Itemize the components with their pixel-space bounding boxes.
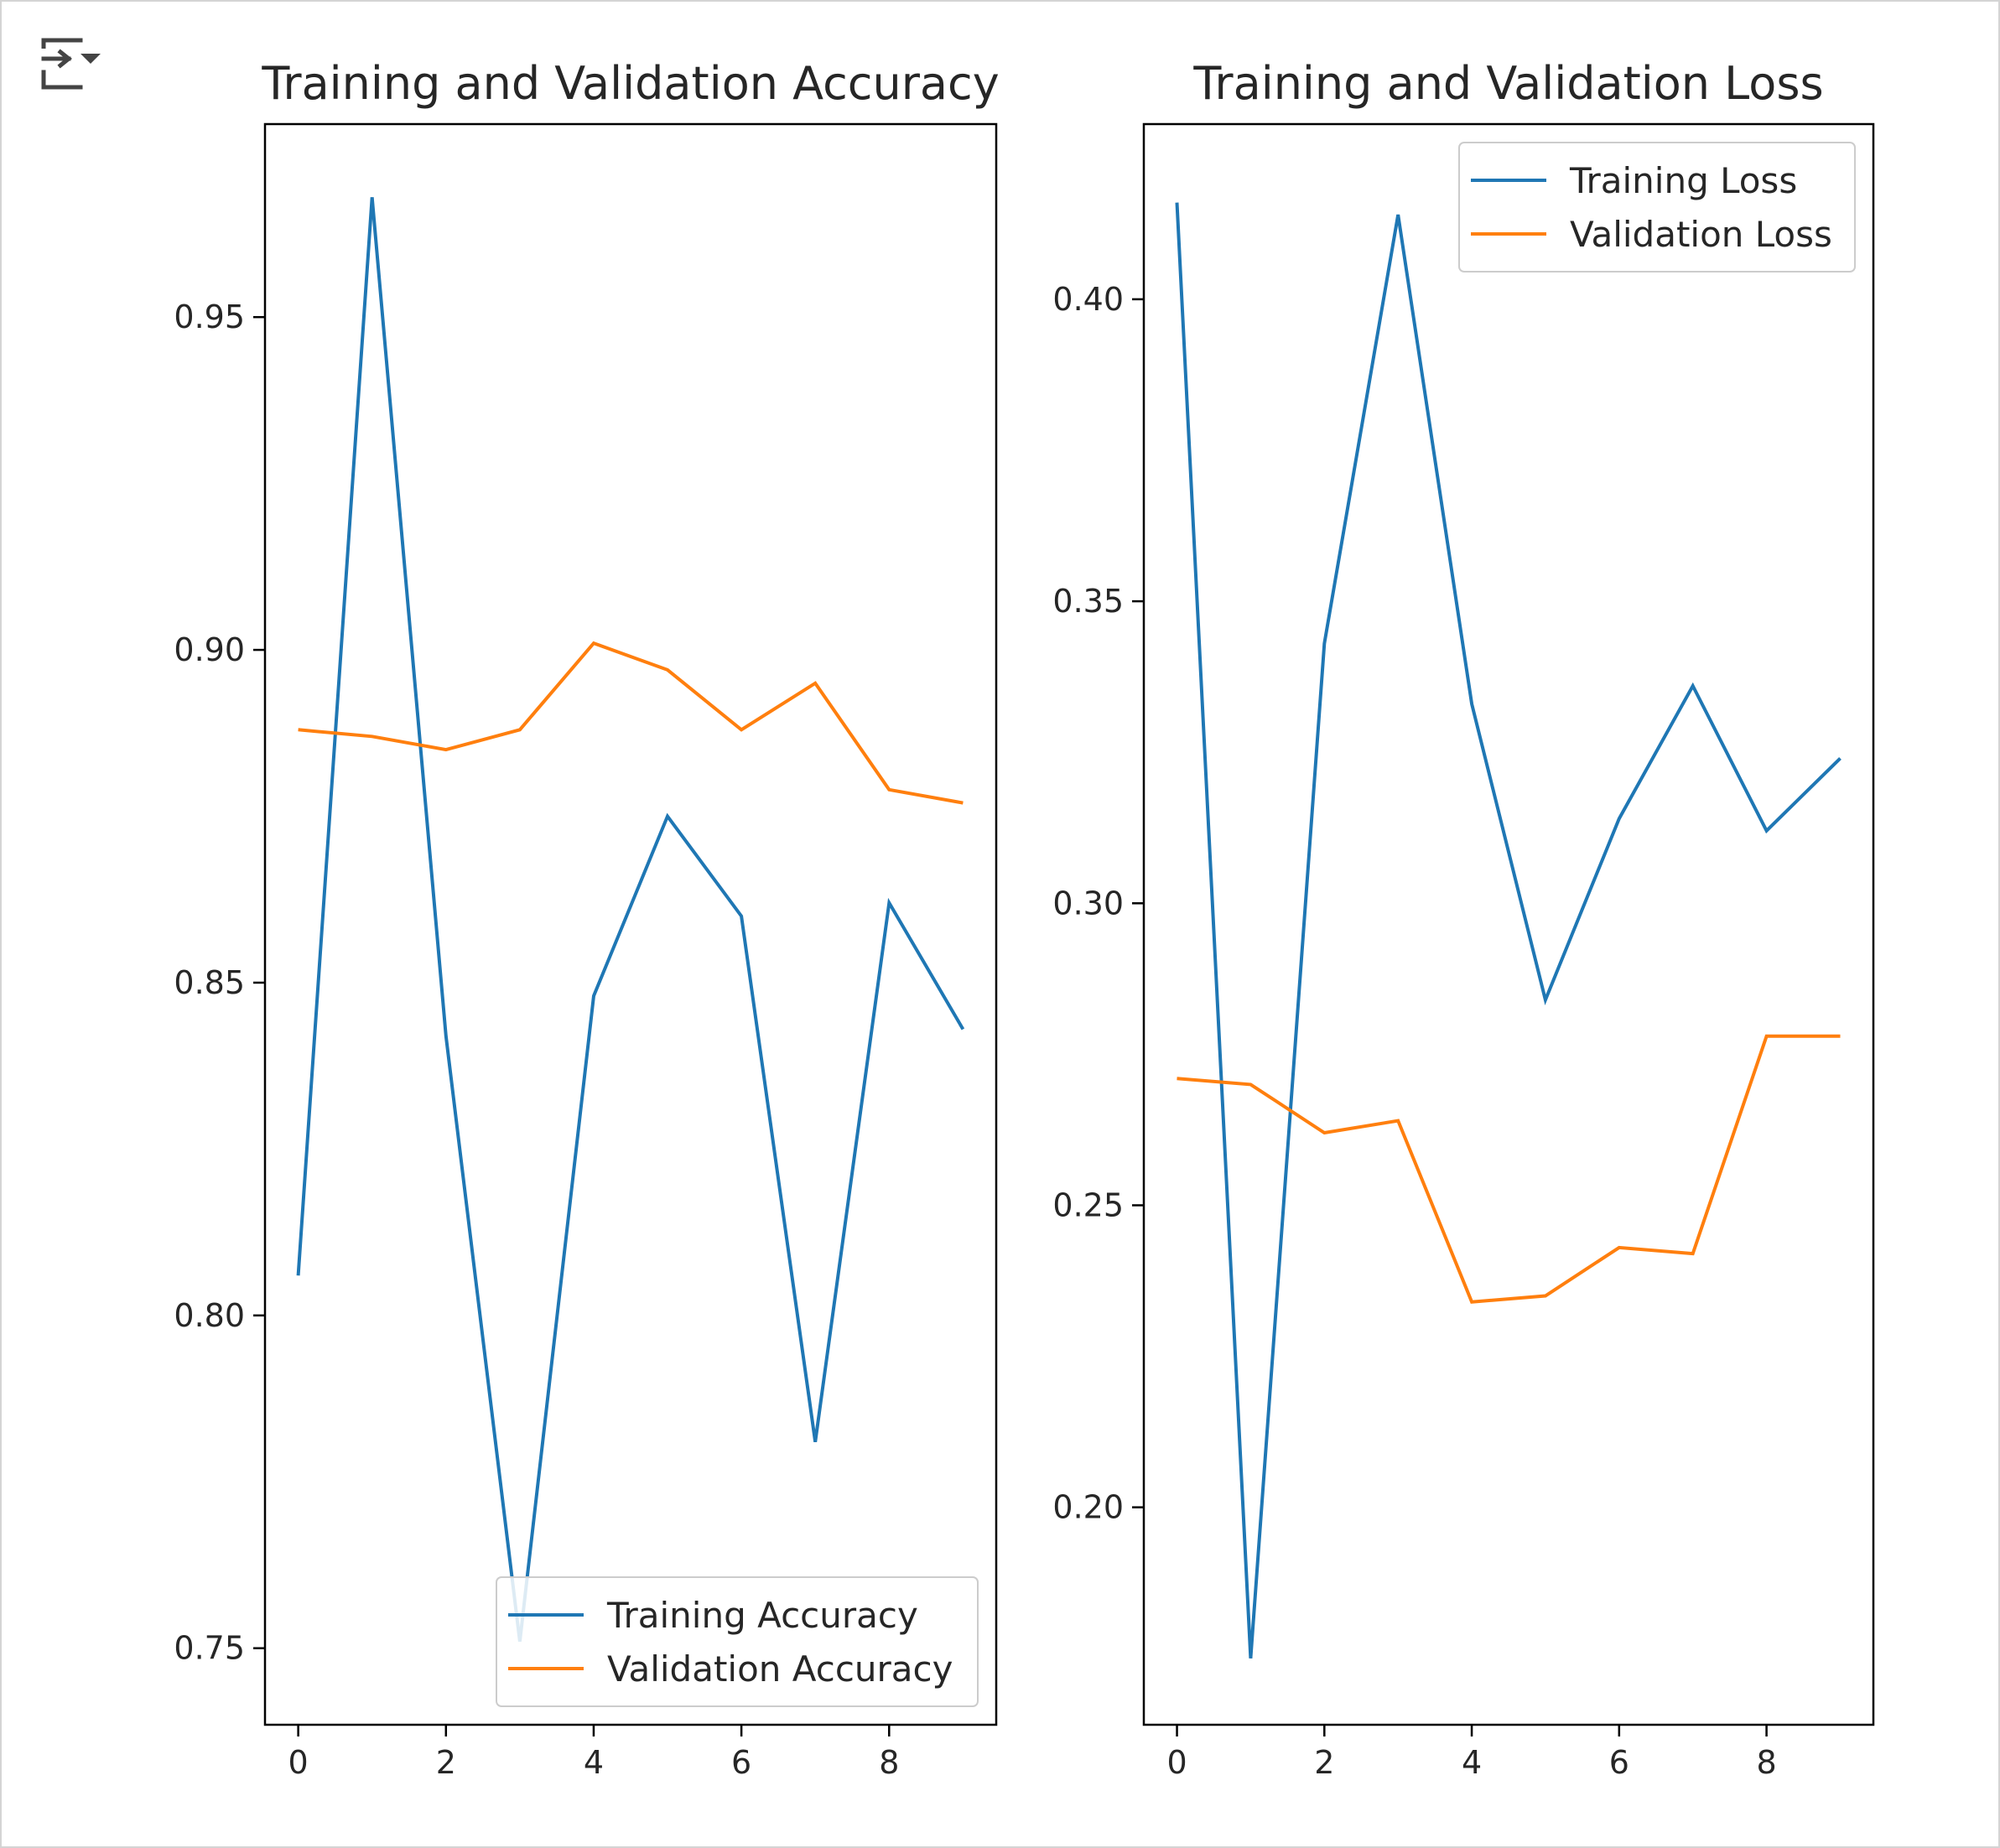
loss-legend-label: Training Loss bbox=[1569, 160, 1797, 201]
accuracy-y-tick-label: 0.75 bbox=[174, 1630, 245, 1667]
loss-series-validation-line bbox=[1177, 1034, 1841, 1304]
loss-x-tick-label: 2 bbox=[1314, 1744, 1334, 1781]
accuracy-y-tick-label: 0.90 bbox=[174, 631, 245, 668]
loss-x-tick-label: 6 bbox=[1609, 1744, 1629, 1781]
loss-series-training-line bbox=[1175, 202, 1842, 1659]
accuracy-y-tick-label: 0.95 bbox=[174, 298, 245, 335]
loss-y-tick-label: 0.30 bbox=[1052, 885, 1124, 921]
loss-y-tick-label: 0.40 bbox=[1052, 281, 1124, 318]
accuracy-series-training-line bbox=[296, 197, 965, 1643]
accuracy-x-tick-label: 6 bbox=[731, 1744, 751, 1781]
output-collapse-icon[interactable] bbox=[39, 37, 104, 92]
accuracy-legend: Training Accuracy Validation Accuracy bbox=[496, 1576, 979, 1707]
loss-panel: Training and Validation Loss 0 2 4 6 8 0.20 0.2… bbox=[1052, 57, 1875, 1781]
accuracy-x-tick-label: 0 bbox=[288, 1744, 309, 1781]
accuracy-axes-frame bbox=[263, 122, 998, 1726]
loss-x-tick-label: 4 bbox=[1462, 1744, 1482, 1781]
accuracy-x-tick-label: 4 bbox=[584, 1744, 604, 1781]
loss-axes-frame bbox=[1142, 122, 1875, 1726]
accuracy-y-tick-label: 0.85 bbox=[174, 964, 245, 1001]
accuracy-panel: Training and Validation Accuracy 0 2 4 6 8 0.7… bbox=[174, 57, 999, 1781]
loss-x-tick-label: 0 bbox=[1166, 1744, 1187, 1781]
loss-x-tick-label: 8 bbox=[1756, 1744, 1776, 1781]
loss-legend-label: Validation Loss bbox=[1570, 214, 1832, 255]
accuracy-legend-box bbox=[496, 1576, 979, 1707]
accuracy-series-validation-line bbox=[298, 641, 964, 805]
loss-y-tick-label: 0.20 bbox=[1052, 1489, 1124, 1526]
accuracy-y-tick-label: 0.80 bbox=[174, 1297, 245, 1334]
loss-legend: Training Loss Validation Loss bbox=[1458, 142, 1856, 273]
loss-chart-title: Training and Validation Loss bbox=[1192, 57, 1823, 110]
loss-legend-box bbox=[1458, 142, 1856, 273]
accuracy-x-tick-label: 8 bbox=[879, 1744, 899, 1781]
loss-y-tick-label: 0.35 bbox=[1052, 583, 1124, 620]
accuracy-legend-label: Validation Accuracy bbox=[607, 1648, 953, 1690]
accuracy-chart-title: Training and Validation Accuracy bbox=[261, 57, 999, 110]
loss-y-tick-label: 0.25 bbox=[1052, 1186, 1124, 1223]
accuracy-x-tick-label: 2 bbox=[436, 1744, 456, 1781]
accuracy-legend-label: Training Accuracy bbox=[606, 1595, 918, 1636]
